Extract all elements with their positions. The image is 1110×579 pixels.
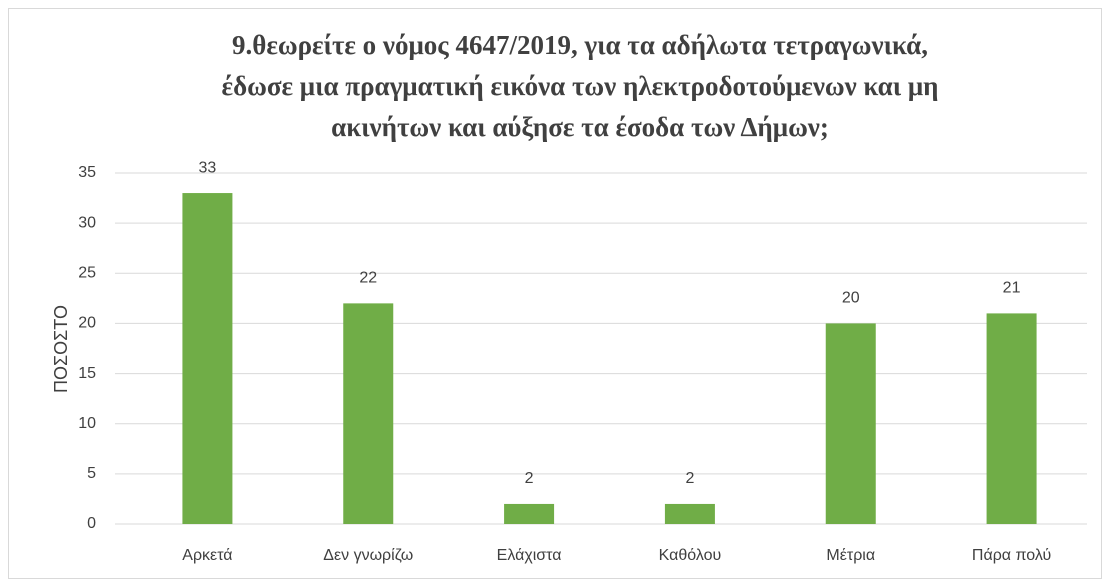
x-tick-label: Μέτρια	[826, 547, 875, 564]
data-label: 22	[359, 270, 377, 287]
x-tick-label: Αρκετά	[182, 547, 232, 564]
chart-title: έδωσε μια πραγματική εικόνα των ηλεκτροδ…	[222, 71, 939, 101]
y-tick-label: 15	[78, 365, 96, 382]
y-tick-label: 25	[78, 265, 96, 282]
y-tick-label: 30	[78, 214, 96, 231]
y-tick-label: 5	[87, 465, 96, 482]
bar	[182, 193, 233, 525]
data-label: 33	[199, 159, 217, 176]
x-tick-label: Καθόλου	[659, 547, 722, 564]
y-tick-label: 35	[78, 164, 96, 181]
data-label: 20	[842, 290, 860, 307]
x-tick-label: Ελάχιστα	[497, 547, 562, 564]
bar	[664, 503, 715, 524]
bar	[986, 313, 1037, 524]
bar	[343, 303, 394, 524]
y-axis-label: ΠΟΣΟΣΤΟ	[51, 305, 71, 393]
y-tick-label: 0	[87, 515, 96, 532]
y-tick-label: 20	[78, 315, 96, 332]
data-label: 2	[525, 470, 534, 487]
y-tick-label: 10	[78, 415, 96, 432]
data-label: 2	[685, 470, 694, 487]
chart-title: 9.θεωρείτε ο νόμος 4647/2019, για τα αδή…	[232, 30, 928, 60]
x-tick-label: Δεν γνωρίζω	[323, 547, 413, 564]
bar	[504, 503, 555, 524]
bar	[825, 323, 876, 524]
data-label: 21	[1003, 280, 1021, 297]
chart-title: ακινήτων και αύξησε τα έσοδα των Δήμων;	[331, 112, 829, 142]
x-tick-label: Πάρα πολύ	[972, 547, 1051, 564]
